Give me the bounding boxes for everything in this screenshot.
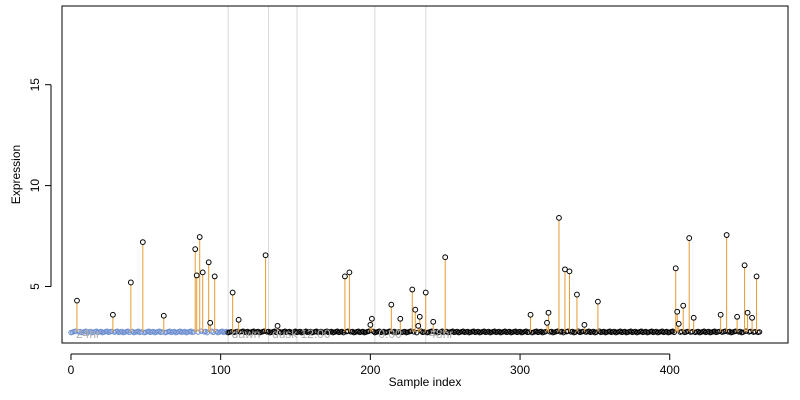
data-point <box>207 319 214 326</box>
baseline-point <box>195 329 201 335</box>
region-labels: 24hr dawn dusk 12:00 0:00 48hr <box>76 327 453 341</box>
data-point <box>139 239 146 246</box>
data-point <box>192 246 199 253</box>
baseline-points <box>68 328 763 336</box>
x-axis-label: Sample index <box>389 375 462 389</box>
data-point <box>109 311 116 318</box>
data-point <box>680 302 687 309</box>
region-label: 0:00 <box>378 327 402 341</box>
data-point <box>422 289 429 296</box>
data-point <box>367 321 374 328</box>
data-point <box>717 311 724 318</box>
data-point <box>430 318 437 325</box>
data-point <box>672 265 679 272</box>
data-point <box>556 214 562 221</box>
data-point <box>675 320 682 327</box>
data-point <box>753 273 760 280</box>
baseline-point <box>204 329 210 336</box>
data-point <box>527 311 534 318</box>
data-point <box>388 301 395 308</box>
data-point <box>741 262 748 269</box>
data-point <box>690 314 697 321</box>
y-tick-label: 15 <box>28 78 42 92</box>
data-point <box>211 273 218 280</box>
region-label: 48hr <box>429 327 453 341</box>
y-tick-label: 5 <box>28 283 42 290</box>
x-tick-label: 200 <box>360 363 380 377</box>
data-point <box>409 286 416 293</box>
y-axis: 5 10 15 <box>28 78 52 290</box>
data-point <box>196 234 203 240</box>
data-point <box>397 315 404 322</box>
region-lines <box>227 6 427 343</box>
data-point <box>723 232 730 238</box>
y-axis-label: Expression <box>9 145 23 204</box>
data-point <box>229 289 236 296</box>
data-point <box>442 254 449 261</box>
y-tick-label: 10 <box>28 179 42 193</box>
data-point <box>574 291 580 298</box>
data-point <box>562 266 568 273</box>
data-point <box>415 322 422 329</box>
data-point <box>545 309 552 316</box>
data-point <box>346 269 353 276</box>
region-label: 12:00 <box>301 327 331 341</box>
baseline-point <box>340 329 347 336</box>
data-point <box>127 279 134 286</box>
data-point <box>205 259 212 266</box>
region-label: dusk <box>272 327 298 341</box>
baseline-point <box>411 329 417 335</box>
data-point <box>74 297 80 304</box>
x-axis: 0 100 200 300 400 <box>68 353 680 377</box>
data-point <box>734 313 741 320</box>
data-point <box>412 306 419 313</box>
x-tick-label: 400 <box>660 363 680 377</box>
region-label: dawn <box>232 327 261 341</box>
data-point <box>342 273 348 280</box>
baseline-point <box>671 329 677 336</box>
data-point <box>262 252 269 259</box>
data-point <box>199 269 206 276</box>
data-point <box>686 235 693 241</box>
data-point <box>674 308 681 315</box>
baseline-point <box>408 328 414 334</box>
data-point <box>594 298 601 305</box>
data-point <box>544 319 550 326</box>
data-point <box>581 321 588 328</box>
data-point <box>416 313 423 320</box>
x-tick-label: 300 <box>510 363 530 377</box>
data-point <box>274 322 281 329</box>
peak-points <box>74 214 760 329</box>
baseline-point <box>756 329 763 335</box>
data-point <box>368 315 375 322</box>
plot-frame <box>61 5 789 344</box>
data-point <box>566 268 573 275</box>
baseline-point <box>740 329 746 335</box>
baseline-point <box>414 329 420 336</box>
region-label: 24hr <box>76 327 100 341</box>
x-tick-label: 0 <box>68 363 75 377</box>
baseline-point <box>560 329 567 336</box>
data-point <box>744 309 751 316</box>
data-point <box>749 314 755 321</box>
stems <box>76 217 758 332</box>
data-point <box>160 312 167 319</box>
data-point <box>235 316 242 323</box>
x-tick-label: 100 <box>211 363 231 377</box>
data-point <box>193 272 200 279</box>
